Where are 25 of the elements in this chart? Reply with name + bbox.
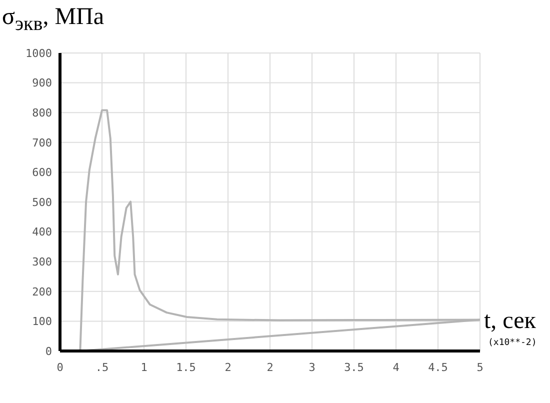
y-tick-label: 100 <box>32 315 52 328</box>
x-tick-label: 2 <box>266 361 274 374</box>
x-tick-label: 4 <box>392 361 400 374</box>
x-tick-label: 5 <box>476 361 484 374</box>
y-tick-label: 600 <box>32 166 52 180</box>
x-tick-label: 1.5 <box>176 361 196 374</box>
x-tick-label: 1 <box>140 361 148 374</box>
x-tick-label: 0 <box>56 361 64 374</box>
y-tick-label: 200 <box>32 285 52 298</box>
y-tick-label: 1000 <box>26 46 52 60</box>
y-tick-label: 500 <box>32 196 52 209</box>
x-tick-label: 3.5 <box>344 361 364 374</box>
x-tick-label: 2 <box>224 361 232 374</box>
y-axis-title: σ$_{экв}$, МПа <box>2 4 104 36</box>
x-axis-title: t, сек <box>484 308 536 335</box>
text: (x10**-2) <box>488 338 537 348</box>
y-tick-label: 900 <box>32 76 52 90</box>
y-tick-label: 300 <box>32 256 52 269</box>
x-tick-label: .5 <box>95 361 109 374</box>
y-tick-label: 800 <box>32 106 52 120</box>
y-tick-label: 0 <box>45 344 52 358</box>
y-tick-label: 400 <box>32 226 52 239</box>
y-tick-label: 700 <box>32 136 52 150</box>
x-tick-label: 3 <box>308 361 316 374</box>
x-tick-label: 4.5 <box>428 361 448 374</box>
